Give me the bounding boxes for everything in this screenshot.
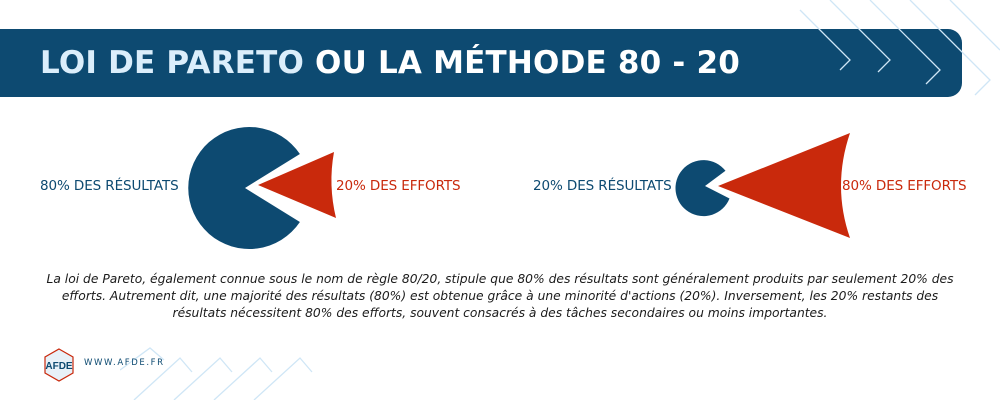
right-effort-wedge [718,133,850,238]
right-results-label: 20% DES RÉSULTATS [533,178,672,194]
right-wedge [718,133,850,238]
decorative-lines-bottom [120,347,313,400]
description-paragraph: La loi de Pareto, également connue sous … [46,272,954,320]
decorative-lines-top [799,0,1000,96]
afde-logo: AFDE [44,348,74,382]
left-pie-chart [188,127,300,249]
page-title: LOI DE PARETO OU LA MÉTHODE 80 - 20 [40,29,740,97]
left-results-label: 80% DES RÉSULTATS [40,178,179,194]
right-pie-small [675,160,730,217]
right-efforts-label: 80% DES EFFORTS [842,178,967,194]
website-link[interactable]: WWW.AFDE.FR [84,358,165,368]
header-banner: LOI DE PARETO OU LA MÉTHODE 80 - 20 [0,29,962,97]
left-pie-large [188,127,300,249]
right-pie-chart [675,160,730,217]
title-highlight: LOI DE PARETO [40,45,305,81]
svg-text:AFDE: AFDE [45,361,73,372]
left-wedge [258,152,336,218]
title-rest: OU LA MÉTHODE 80 - 20 [304,45,740,81]
left-efforts-label: 20% DES EFFORTS [336,178,461,194]
left-effort-wedge [258,152,336,218]
